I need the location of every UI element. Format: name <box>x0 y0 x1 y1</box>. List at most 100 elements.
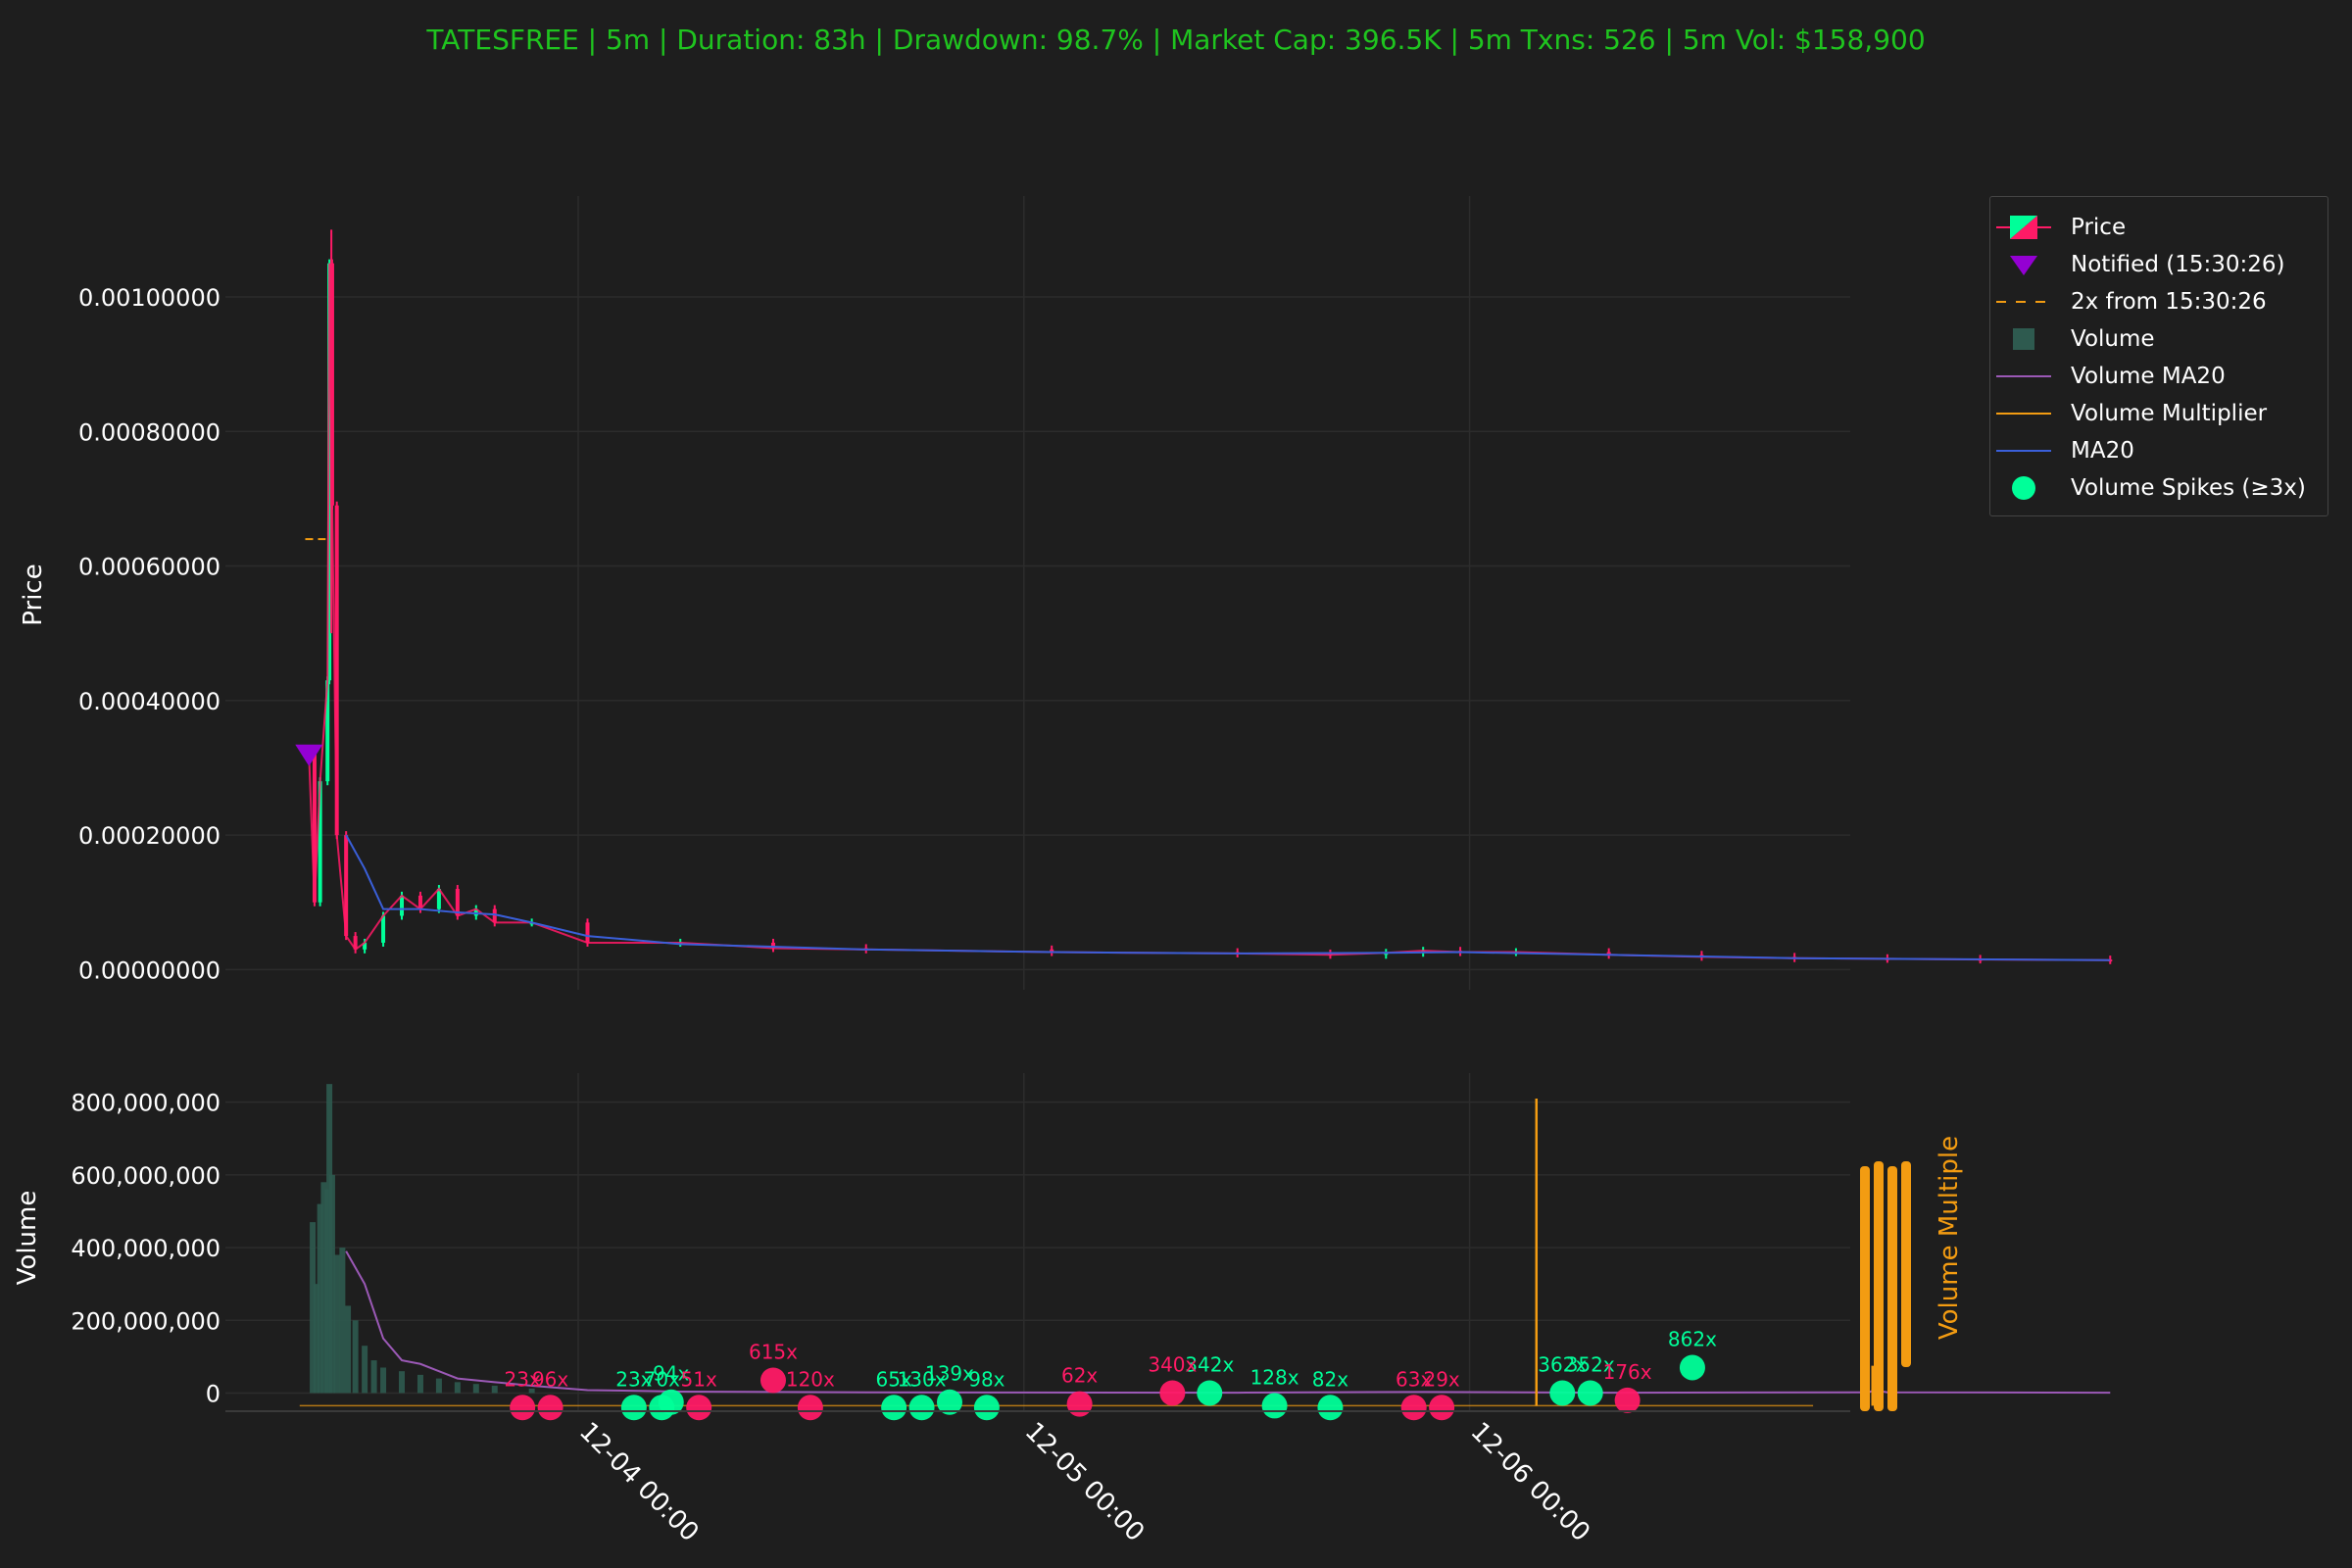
legend-item: Volume Spikes (≥3x) <box>1990 469 2328 507</box>
volume-bar <box>317 1203 323 1394</box>
volume-spike-label: 139x <box>925 1362 974 1386</box>
volume-spike-marker <box>1066 1391 1093 1417</box>
volume-multiple-scale <box>1887 1166 1897 1411</box>
volume-spike-marker <box>1429 1395 1455 1421</box>
volume-spike-marker <box>620 1395 647 1421</box>
volume-multiple-scale <box>1874 1161 1884 1411</box>
price-candle <box>770 942 775 949</box>
volume-tick-label: 0 <box>206 1380 220 1407</box>
price-candle <box>417 895 422 909</box>
legend-label: Volume MA20 <box>2071 364 2226 389</box>
legend-swatch <box>1996 362 2051 391</box>
volume-spike-marker <box>936 1389 962 1415</box>
volume-spike-marker <box>797 1395 823 1421</box>
volume-spike-marker <box>1261 1393 1288 1419</box>
volume-bar <box>333 1254 340 1394</box>
volume-multiple-scale <box>1901 1161 1911 1367</box>
volume-bar <box>491 1386 498 1394</box>
volume-tick-label: 600,000,000 <box>71 1162 220 1190</box>
x-tick-label: 12-04 00:00 <box>573 1417 704 1547</box>
volume-spike-label: 65x <box>876 1367 912 1391</box>
volume-bar <box>472 1384 479 1394</box>
legend-label: 2x from 15:30:26 <box>2071 289 2267 315</box>
volume-spike-label: 862x <box>1668 1327 1717 1350</box>
volume-spike-label: 23x <box>505 1367 541 1391</box>
price-candle <box>363 942 368 950</box>
volume-spike-label: 340x <box>1148 1352 1197 1376</box>
volume-bar <box>370 1360 377 1394</box>
price-candle <box>344 835 349 937</box>
price-candle <box>1050 949 1054 953</box>
price-candle <box>325 680 330 782</box>
legend-swatch <box>1996 287 2051 317</box>
price-tick-label: 0.00080000 <box>78 418 220 446</box>
price-candle <box>381 915 386 943</box>
volume-panel: 0 200,000,000 400,000,000 600,000,000 800,00… <box>71 1073 2111 1547</box>
price-tick-label: 0.00020000 <box>78 822 220 850</box>
volume-spike-label: 51x <box>681 1367 717 1391</box>
price-candle <box>1606 952 1611 956</box>
volume-tick-label: 400,000,000 <box>71 1235 220 1262</box>
price-line <box>308 263 2111 961</box>
volume-spike-label: 128x <box>1250 1365 1299 1389</box>
volume-spike-label: 82x <box>1312 1367 1348 1391</box>
legend-swatch <box>1996 436 2051 466</box>
legend-label: Volume <box>2071 326 2155 352</box>
volume-bar <box>416 1374 423 1394</box>
volume-spike-marker <box>1679 1354 1705 1381</box>
volume-spike-marker <box>760 1367 786 1394</box>
legend-label: Volume Spikes (≥3x) <box>2071 475 2306 501</box>
volume-spike-label: 352x <box>1566 1352 1615 1376</box>
volume-spike-marker <box>510 1395 536 1421</box>
volume-spike-marker <box>1159 1380 1186 1406</box>
volume-bar <box>399 1371 406 1394</box>
legend-swatch <box>1996 473 2051 503</box>
volume-multiple-scale <box>1860 1166 1870 1411</box>
legend-item: MA20 <box>1990 432 2328 469</box>
price-candle <box>353 936 358 950</box>
volume-spike-label: 63x <box>1396 1367 1432 1391</box>
price-candle <box>312 754 317 903</box>
volume-spike-marker <box>881 1395 907 1421</box>
volume-bar <box>352 1320 359 1394</box>
legend: Price Notified (15:30:26) 2x from 15:30:26… <box>1989 196 2328 516</box>
volume-spike-marker <box>1614 1387 1641 1413</box>
ma20-line <box>345 834 2111 961</box>
chart-title: TATESFREE | 5m | Duration: 83h | Drawdow… <box>425 24 1925 56</box>
price-candle <box>455 889 460 916</box>
price-candle <box>436 889 441 909</box>
legend-item: 2x from 15:30:26 <box>1990 283 2328 320</box>
volume-bar <box>313 1284 319 1394</box>
volume-bar <box>310 1222 317 1394</box>
volume-spike-label: 94x <box>653 1362 689 1386</box>
volume-bar <box>345 1305 352 1394</box>
volume-spike-marker <box>973 1395 1000 1421</box>
volume-spike-label: 362x <box>1538 1352 1587 1376</box>
volume-spike-label: 615x <box>749 1340 798 1363</box>
price-candle <box>492 908 497 923</box>
volume-tick-label: 200,000,000 <box>71 1307 220 1335</box>
volume-bar <box>339 1248 346 1394</box>
volume-bar <box>320 1182 327 1394</box>
volume-bar <box>362 1346 368 1394</box>
volume-bar <box>435 1378 442 1394</box>
volume-axis-label: Volume <box>13 1191 42 1286</box>
volume-multiple-axis-label: Volume Multiple <box>1935 1136 1964 1340</box>
volume-spike-marker <box>686 1395 712 1421</box>
price-tick-label: 0.00100000 <box>78 284 220 312</box>
volume-spike-marker <box>908 1395 935 1421</box>
volume-spike-marker <box>1197 1380 1223 1406</box>
legend-label: Volume Multiplier <box>2071 401 2268 426</box>
price-tick-label: 0.00040000 <box>78 688 220 715</box>
volume-spike-marker <box>649 1395 675 1421</box>
legend-label: Notified (15:30:26) <box>2071 252 2285 277</box>
volume-spike-label: 96x <box>532 1367 568 1391</box>
volume-spike-label: 342x <box>1185 1352 1234 1376</box>
volume-spike-label: 70x <box>644 1367 680 1391</box>
volume-spike-marker <box>1400 1395 1427 1421</box>
price-candle <box>2108 959 2113 962</box>
price-panel: 0.00000000 0.00020000 0.00040000 0.00060000… <box>78 196 2113 990</box>
volume-spike-marker <box>1577 1380 1603 1406</box>
volume-spike-label: 130x <box>898 1367 947 1391</box>
